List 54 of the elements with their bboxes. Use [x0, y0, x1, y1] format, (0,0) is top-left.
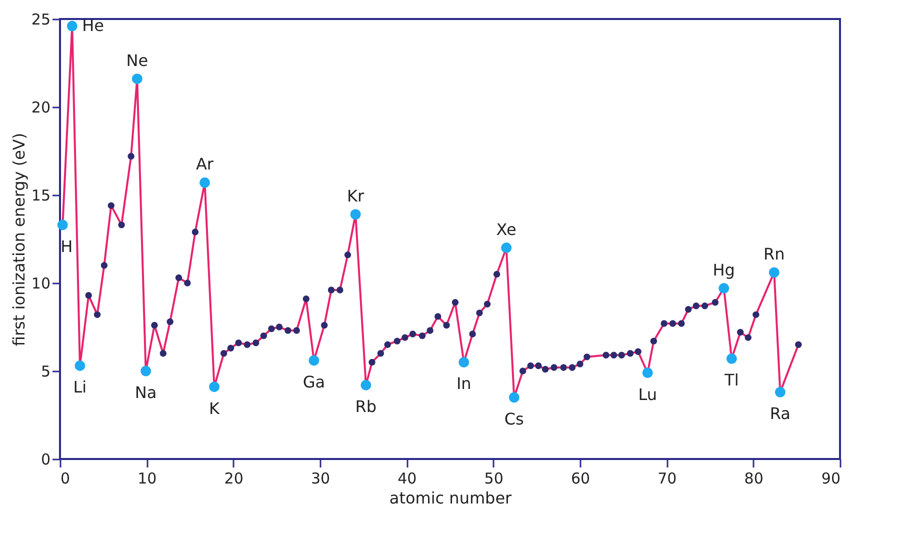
annotation: Na: [134, 383, 157, 402]
point: [350, 209, 361, 220]
point: [642, 368, 653, 378]
point: [308, 355, 320, 366]
annotation: K: [209, 398, 220, 418]
annotation: Ga: [302, 372, 326, 392]
annotation: Xe: [496, 220, 516, 239]
point: [209, 382, 220, 392]
annotation: In: [456, 374, 472, 394]
annotation: H: [60, 236, 73, 256]
x-tick-label: 60: [570, 470, 590, 488]
annotation: Lu: [638, 384, 657, 404]
annotation: Tl: [724, 370, 739, 390]
x-tick-label: 10: [138, 470, 157, 488]
point: [768, 267, 780, 278]
y-tick-label: 5: [40, 362, 50, 380]
annotation: Li: [73, 378, 87, 397]
x-axis-title: atomic number: [389, 488, 512, 508]
point: [726, 353, 737, 364]
annotation: Ne: [126, 50, 148, 70]
point: [774, 386, 786, 398]
x-tick-label: 40: [398, 470, 417, 488]
annotation: Ar: [196, 154, 214, 174]
point: [66, 20, 78, 32]
y-tick-label: 20: [31, 98, 50, 116]
point: [132, 74, 142, 84]
y-tick-label: 0: [40, 450, 50, 468]
y-tick-label: 10: [31, 274, 50, 292]
x-tick-label: 80: [744, 470, 764, 488]
annotation: Rb: [355, 397, 377, 416]
annotation: Ra: [770, 404, 790, 424]
point: [140, 366, 152, 376]
x-tick-label: 20: [224, 470, 244, 488]
annotation: He: [82, 16, 104, 36]
point: [718, 283, 730, 294]
point: [57, 220, 68, 230]
y-tick-label: 25: [31, 10, 50, 28]
y-tick-label: 15: [31, 186, 50, 204]
x-tick-label: 70: [658, 470, 677, 488]
x-tick-label: 50: [484, 470, 504, 488]
x-tick-label: 90: [821, 470, 840, 488]
point: [199, 177, 210, 188]
point: [501, 242, 512, 254]
point: [360, 380, 372, 390]
point: [74, 360, 86, 371]
y-axis-title: first ionization energy (eV): [9, 132, 28, 346]
point: [458, 356, 470, 368]
annotation: Cs: [504, 409, 524, 428]
annotation: Hg: [712, 260, 735, 280]
annotation: Kr: [346, 186, 364, 206]
x-tick-label: 30: [310, 470, 330, 488]
point: [508, 392, 520, 403]
annotation: Rn: [764, 244, 785, 264]
x-tick-label: 0: [60, 470, 70, 488]
